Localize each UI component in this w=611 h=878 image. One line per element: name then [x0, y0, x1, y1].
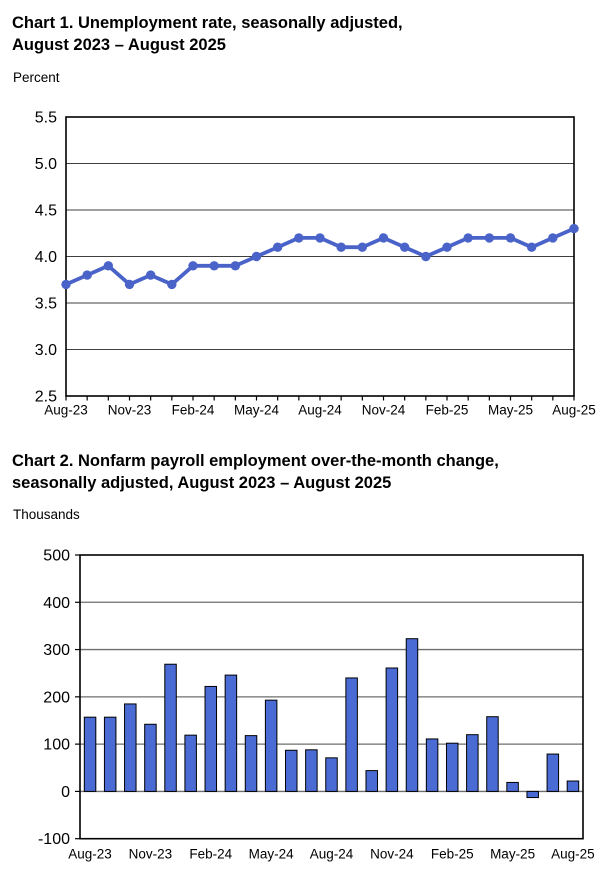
line-marker	[463, 233, 473, 243]
y-tick-label: 300	[43, 642, 70, 659]
x-tick-label: Aug-23	[44, 403, 88, 418]
x-tick-label: Nov-23	[108, 403, 152, 418]
x-tick-label: Feb-25	[431, 847, 474, 862]
x-tick-label: Nov-23	[129, 847, 173, 862]
line-marker	[294, 233, 304, 243]
x-tick-label: Aug-24	[310, 847, 354, 862]
x-tick-label: May-24	[234, 403, 280, 418]
x-tick-label: Nov-24	[370, 847, 414, 862]
payroll-change-bar	[405, 638, 419, 792]
line-marker	[399, 242, 410, 252]
payroll-change-bar	[184, 734, 197, 792]
line-marker	[526, 242, 537, 252]
chart2-nonfarm-payroll-bar-chart: -100 0 100 200 300 400 500 Aug-23 Nov-23 Feb-24 Ma…	[38, 548, 595, 862]
line-marker	[272, 242, 283, 252]
payroll-change-bar	[285, 749, 298, 792]
payroll-change-bar	[486, 716, 499, 792]
payroll-change-bar	[345, 677, 358, 792]
x-tick-label: Aug-24	[298, 403, 342, 418]
line-marker	[82, 270, 92, 280]
line-marker	[315, 233, 325, 243]
y-tick-label: 3.5	[35, 296, 57, 313]
chart2-y-axis-unit-label: Thousands	[13, 507, 80, 522]
payroll-change-bar	[385, 667, 399, 792]
payroll-change-bar	[325, 757, 338, 792]
x-tick-label: Feb-25	[426, 403, 469, 418]
line-marker	[357, 242, 368, 252]
payroll-change-bar	[425, 738, 439, 792]
y-tick-label: 4.5	[35, 203, 57, 220]
x-tick-label: Feb-24	[172, 403, 215, 418]
chart2-title: Chart 2. Nonfarm payroll employment over…	[12, 452, 499, 492]
x-tick-label: May-24	[249, 847, 295, 862]
line-marker	[505, 233, 516, 243]
line-marker	[484, 233, 495, 243]
line-marker	[442, 242, 452, 252]
y-tick-label: 4.0	[35, 249, 57, 266]
chart1-y-axis-unit-label: Percent	[13, 70, 60, 85]
y-tick-label: 500	[43, 548, 70, 565]
x-tick-label: May-25	[490, 847, 535, 862]
x-tick-label: Aug-25	[551, 847, 595, 862]
payroll-change-bar	[305, 749, 318, 792]
y-tick-label: -100	[38, 831, 70, 848]
payroll-change-bar	[144, 723, 157, 792]
y-tick-label: 0	[61, 784, 70, 801]
payroll-change-bar	[526, 790, 539, 799]
payroll-change-bar	[466, 734, 479, 792]
line-marker	[103, 261, 114, 271]
x-tick-label: May-25	[488, 403, 533, 418]
chart1-unemployment-rate-line-chart: 2.5 3.0 3.5 4.0 4.5 5.0 5.5 Aug-23 Nov-23 Feb-24 M…	[35, 110, 596, 418]
y-tick-label: 200	[43, 689, 70, 706]
payroll-change-bar	[566, 780, 580, 792]
x-tick-label: Aug-23	[68, 847, 112, 862]
y-tick-label: 5.0	[35, 156, 57, 173]
line-marker	[124, 279, 135, 290]
line-marker	[209, 261, 219, 271]
line-marker	[188, 261, 198, 271]
line-marker	[421, 251, 431, 262]
payroll-change-bar	[164, 663, 177, 792]
y-tick-label: 5.5	[35, 110, 57, 127]
line-marker	[336, 242, 346, 252]
line-marker	[167, 279, 177, 290]
line-marker	[145, 270, 156, 280]
y-tick-label: 100	[43, 737, 70, 754]
y-tick-label: 3.0	[35, 342, 57, 359]
line-marker	[569, 223, 579, 234]
payroll-change-bar	[224, 674, 238, 792]
payroll-change-bar	[244, 735, 258, 792]
payroll-change-bar	[365, 770, 378, 792]
y-tick-label: 400	[43, 595, 70, 612]
payroll-change-bar	[124, 703, 137, 792]
payroll-change-bar	[103, 716, 117, 792]
payroll-change-bar	[264, 699, 278, 792]
line-marker	[230, 261, 241, 271]
payroll-change-bar	[546, 753, 560, 792]
payroll-change-bar	[506, 781, 519, 792]
line-marker	[548, 233, 558, 243]
y-tick-label: 2.5	[35, 389, 57, 406]
line-marker	[251, 251, 262, 262]
plot-border	[79, 554, 584, 840]
line-marker	[378, 233, 389, 243]
x-tick-label: Aug-25	[552, 403, 596, 418]
x-tick-label: Nov-24	[362, 403, 406, 418]
payroll-change-bar	[445, 742, 459, 792]
chart1-title: Chart 1. Unemployment rate, seasonally a…	[12, 14, 403, 54]
payroll-change-bar	[204, 685, 218, 792]
payroll-change-bar	[83, 716, 97, 792]
line-marker	[61, 279, 71, 290]
x-tick-label: Feb-24	[189, 847, 232, 862]
